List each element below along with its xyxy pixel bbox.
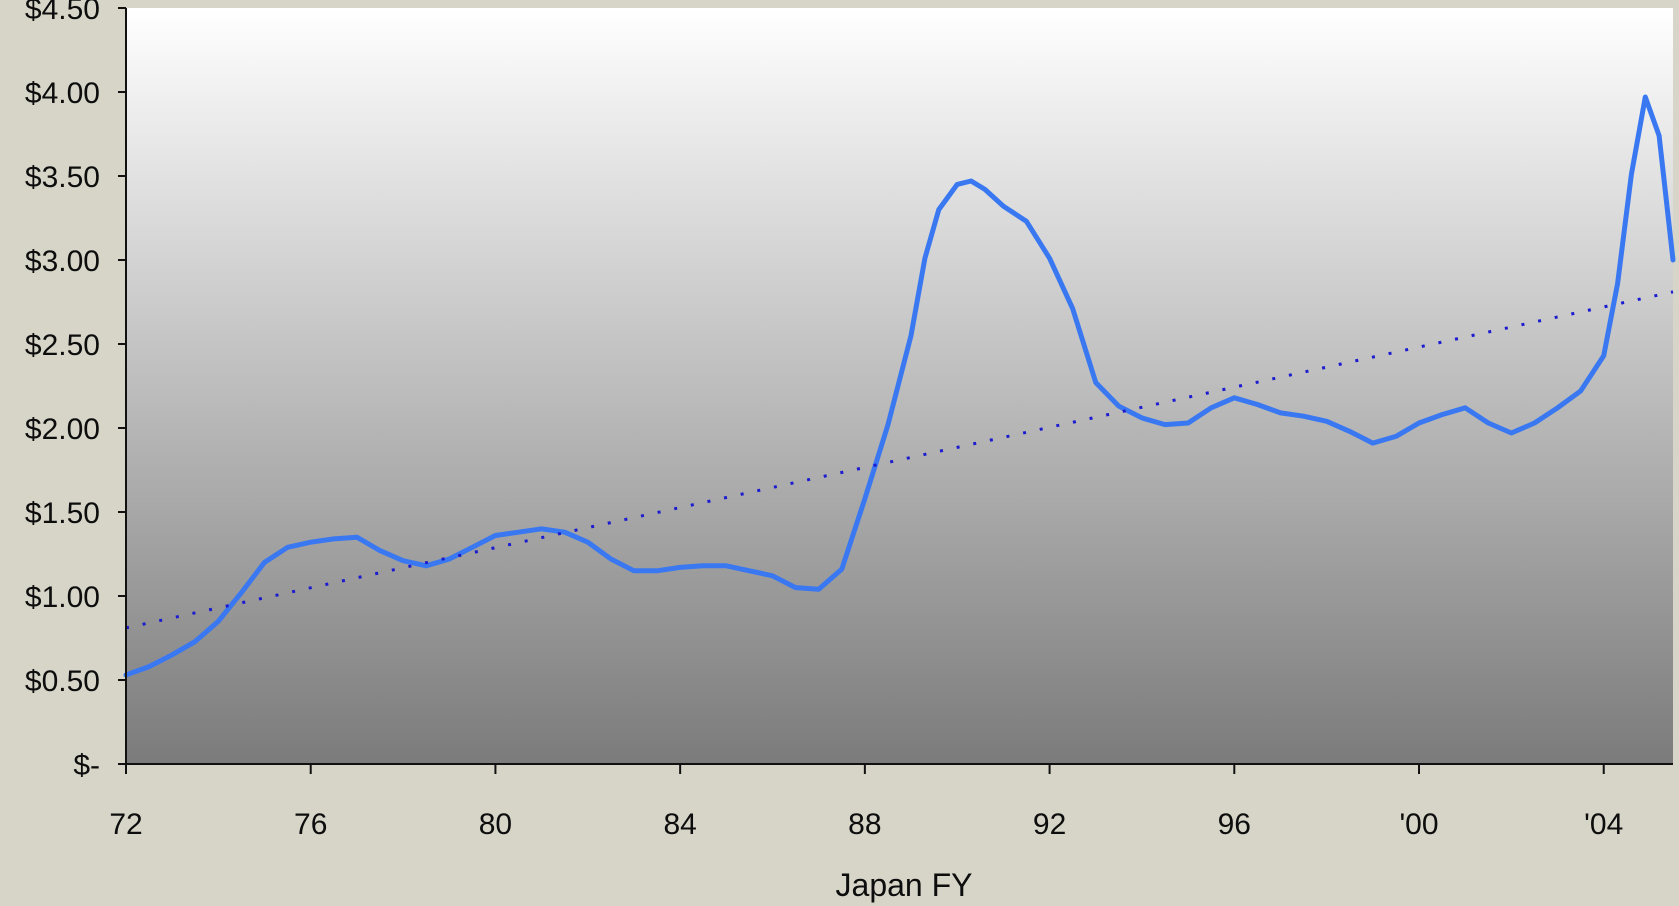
x-axis-title: Japan FY [836, 867, 973, 903]
x-tick-label: 76 [294, 808, 327, 841]
x-tick-label: 88 [848, 808, 881, 841]
y-tick-label: $4.00 [25, 77, 100, 110]
x-tick-label: 92 [1033, 808, 1066, 841]
x-tick-label: 84 [663, 808, 696, 841]
axes-layer [118, 7, 1673, 774]
x-tick-label: '00 [1399, 808, 1438, 841]
x-tick-label: '04 [1584, 808, 1623, 841]
y-tick-label: $2.00 [25, 413, 100, 446]
y-tick-label: $- [73, 749, 100, 782]
x-tick-label: 96 [1218, 808, 1251, 841]
y-tick-label: $2.50 [25, 329, 100, 362]
y-tick-label: $4.50 [25, 0, 100, 26]
y-tick-label: $1.00 [25, 581, 100, 614]
tick-labels: $- $0.50 $1.00 $1.50 $2.00 $2.50 $3.00 $3.50 $4.… [25, 0, 1623, 841]
price-line-series [123, 94, 1676, 678]
y-tick-label: $3.00 [25, 245, 100, 278]
y-tick-label: $0.50 [25, 665, 100, 698]
y-tick-label: $1.50 [25, 497, 100, 530]
series-layer [123, 94, 1676, 678]
x-tick-label: 72 [109, 808, 142, 841]
x-tick-label: 80 [479, 808, 512, 841]
y-tick-label: $3.50 [25, 161, 100, 194]
